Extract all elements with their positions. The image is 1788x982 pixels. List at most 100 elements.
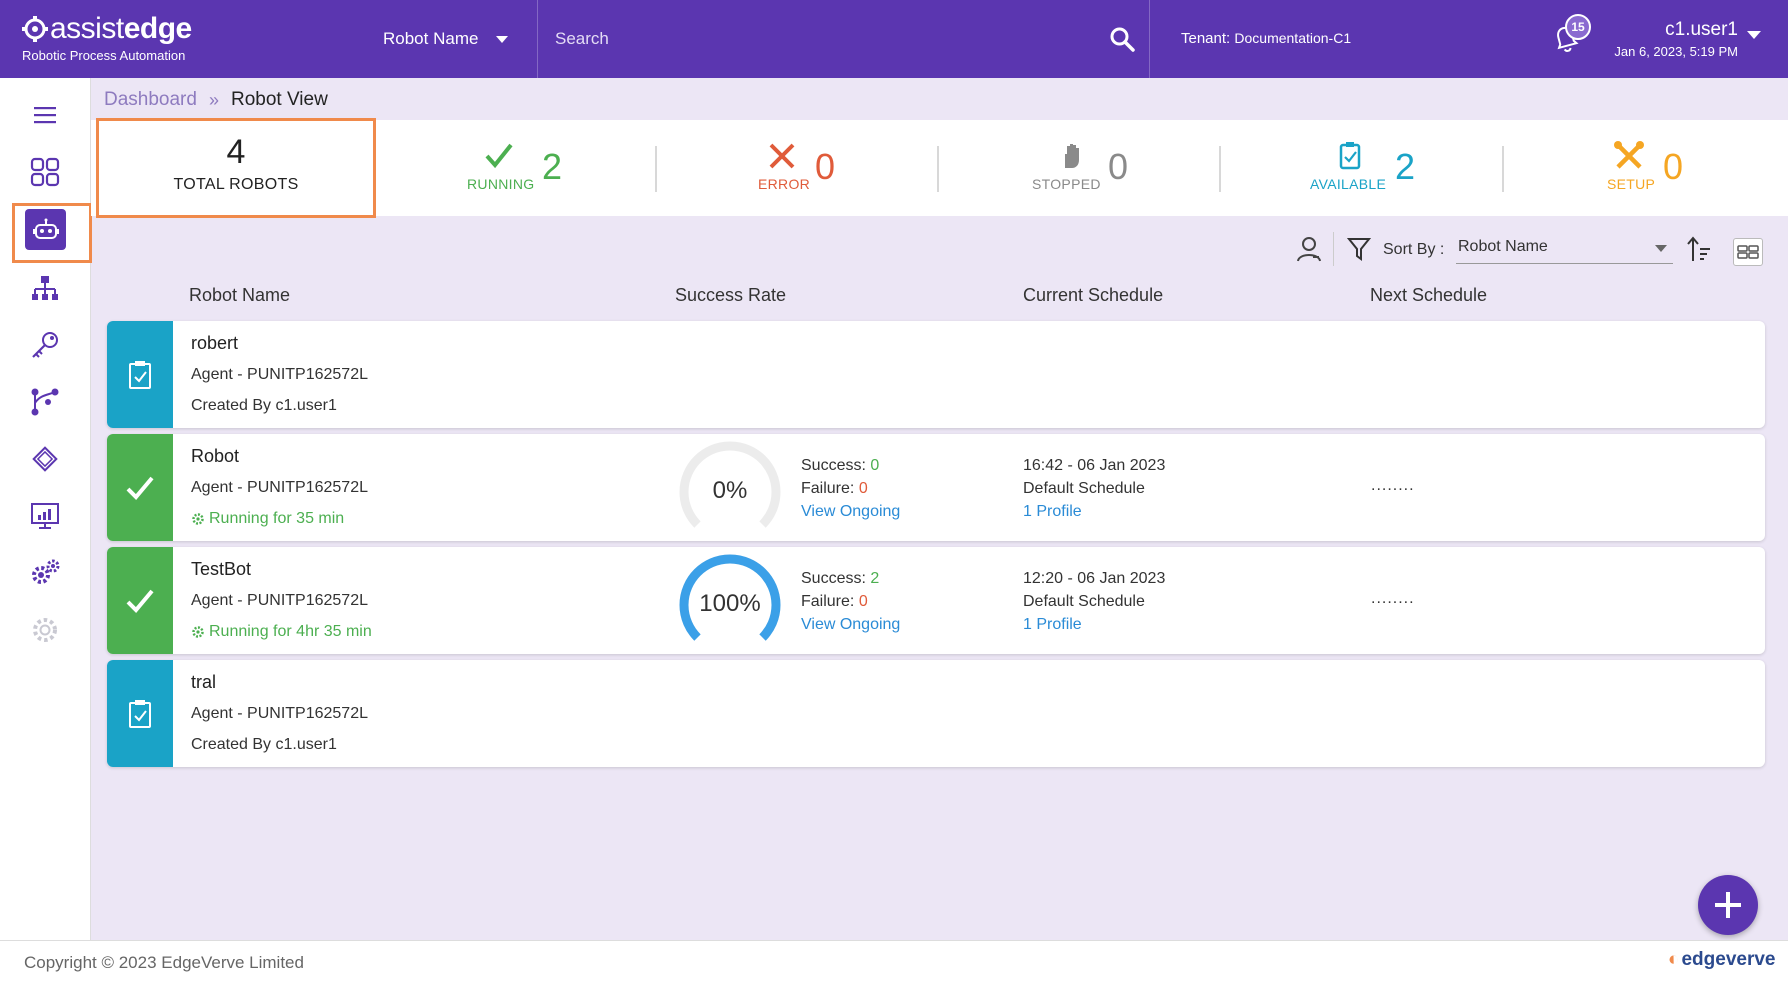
view-toggle-button[interactable] (1733, 238, 1763, 266)
total-robots-card[interactable]: 4 TOTAL ROBOTS (96, 118, 376, 218)
robot-icon[interactable] (25, 209, 66, 250)
robot-agent: Agent - PUNITP162572L (191, 479, 368, 496)
schedule-profile-link[interactable]: 1 Profile (1023, 503, 1082, 520)
edgeverve-logo: ◐ edgeverve (1668, 949, 1776, 971)
robot-name[interactable]: Robot (191, 446, 240, 466)
running-stat[interactable]: RUNNING 2 (467, 140, 577, 200)
gear-icon (192, 626, 204, 638)
error-stat[interactable]: ERROR 0 (758, 140, 868, 200)
setup-label: SETUP (1607, 176, 1656, 192)
breadcrumb-separator: » (208, 89, 219, 110)
setup-tools-icon (1614, 141, 1644, 169)
chevron-down-icon (1655, 245, 1667, 252)
available-clipboard-icon (1339, 142, 1361, 170)
gauge-fill (679, 554, 781, 641)
robot-name[interactable]: robert (191, 333, 239, 353)
available-status (107, 660, 173, 767)
stopped-count: 0 (1108, 146, 1129, 187)
gauge-track (679, 441, 781, 528)
breadcrumb-current: Robot View (230, 89, 328, 110)
success-rate-gauge (679, 441, 781, 528)
robot-agent: Agent - PUNITP162572L (191, 705, 368, 722)
edgeverve-mark-icon: ◐ (1668, 949, 1680, 970)
hierarchy-icon[interactable] (26, 269, 64, 307)
key-icon[interactable] (26, 326, 64, 364)
view-ongoing-link[interactable]: View Ongoing (801, 503, 901, 520)
robot-name[interactable]: tral (191, 672, 217, 692)
user-filter-icon[interactable] (1296, 236, 1322, 262)
tenant-label: Tenant: (1181, 30, 1231, 47)
footer: Copyright © 2023 EdgeVerve Limited ◐ edg… (0, 940, 1788, 982)
robot-row[interactable]: TestBot Agent - PUNITP162572L Running fo… (107, 547, 1765, 654)
column-header-next-schedule: Next Schedule (1370, 285, 1488, 305)
robot-name[interactable]: TestBot (191, 559, 252, 579)
app-logo[interactable]: assist edge Robotic Process Automation (22, 12, 192, 63)
dashboard-grid-icon[interactable] (26, 153, 64, 191)
failure-label: Failure: (801, 480, 855, 497)
monitor-chart-icon[interactable] (26, 497, 64, 535)
running-status (107, 434, 173, 541)
total-robots-count: 4 (226, 133, 246, 171)
running-label: RUNNING (467, 176, 535, 192)
search-icon[interactable] (1109, 26, 1135, 52)
stat-divider (1502, 146, 1504, 192)
error-label: ERROR (758, 176, 811, 192)
sort-by-label: Sort By : (1383, 241, 1445, 258)
user-menu-chevron-icon[interactable] (1747, 31, 1761, 39)
next-schedule: ........ (1371, 477, 1415, 494)
column-header-robot-name: Robot Name (189, 285, 291, 305)
brand-text: edgeverve (1681, 949, 1776, 970)
robot-created-by: Created By c1.user1 (191, 397, 337, 414)
failure-value: 0 (858, 593, 868, 610)
gear-icon (192, 513, 204, 525)
check-icon (126, 589, 154, 613)
chip-icon[interactable] (26, 440, 64, 478)
robot-name-dropdown[interactable]: Robot Name (360, 0, 538, 78)
stat-divider (655, 146, 657, 192)
clipboard-check-icon (129, 360, 151, 389)
stopped-stat[interactable]: STOPPED 0 (1032, 140, 1152, 200)
stop-hand-icon (1065, 144, 1079, 168)
workflow-icon[interactable] (26, 383, 64, 421)
gears-icon[interactable] (26, 554, 64, 592)
setup-stat[interactable]: SETUP 0 (1607, 140, 1707, 200)
running-time-text: Running for 4hr 35 min (209, 623, 372, 640)
failure-value: 0 (858, 480, 868, 497)
filter-icon[interactable] (1347, 236, 1371, 262)
running-status (107, 547, 173, 654)
stat-divider (937, 146, 939, 192)
robot-agent: Agent - PUNITP162572L (191, 592, 368, 609)
available-stat[interactable]: AVAILABLE 2 (1310, 140, 1450, 200)
available-count: 2 (1395, 146, 1416, 187)
view-ongoing-link[interactable]: View Ongoing (801, 616, 901, 633)
current-schedule: 16:42 - 06 Jan 2023 Default Schedule 1 P… (1023, 454, 1165, 523)
success-value: 2 (870, 570, 880, 587)
menu-icon[interactable] (26, 96, 64, 134)
run-stats: Success: 2 Failure: 0 View Ongoing (801, 567, 900, 636)
breadcrumb-dashboard-link[interactable]: Dashboard (104, 89, 197, 110)
schedule-profile-link[interactable]: 1 Profile (1023, 616, 1082, 633)
failure-label: Failure: (801, 593, 855, 610)
search-bar (538, 0, 1150, 78)
run-stats: Success: 0 Failure: 0 View Ongoing (801, 454, 900, 523)
notification-badge[interactable]: 15 (1565, 14, 1591, 40)
search-input[interactable] (555, 29, 1095, 49)
success-value: 0 (870, 457, 880, 474)
robot-row[interactable]: tral Agent - PUNITP162572L Created By c1… (107, 660, 1765, 767)
schedule-time: 12:20 - 06 Jan 2023 (1023, 570, 1166, 587)
sort-by-select[interactable]: Robot Name (1456, 236, 1673, 264)
error-x-icon (769, 143, 795, 169)
robot-created-by: Created By c1.user1 (191, 736, 337, 753)
sort-order-icon[interactable] (1686, 236, 1712, 264)
available-label: AVAILABLE (1310, 176, 1387, 192)
user-menu[interactable]: c1.user1 Jan 6, 2023, 5:19 PM (1610, 19, 1738, 59)
add-robot-button[interactable] (1698, 875, 1758, 935)
active-item-highlight (12, 203, 92, 263)
robot-row[interactable]: robert Agent - PUNITP162572L Created By … (107, 321, 1765, 428)
robot-name-dropdown-label: Robot Name (383, 29, 479, 48)
robot-row[interactable]: Robot Agent - PUNITP162572L Running for … (107, 434, 1765, 541)
column-header-success-rate: Success Rate (675, 285, 787, 305)
schedule-name: Default Schedule (1023, 480, 1145, 497)
next-schedule: ........ (1371, 590, 1415, 607)
check-icon (485, 143, 513, 169)
